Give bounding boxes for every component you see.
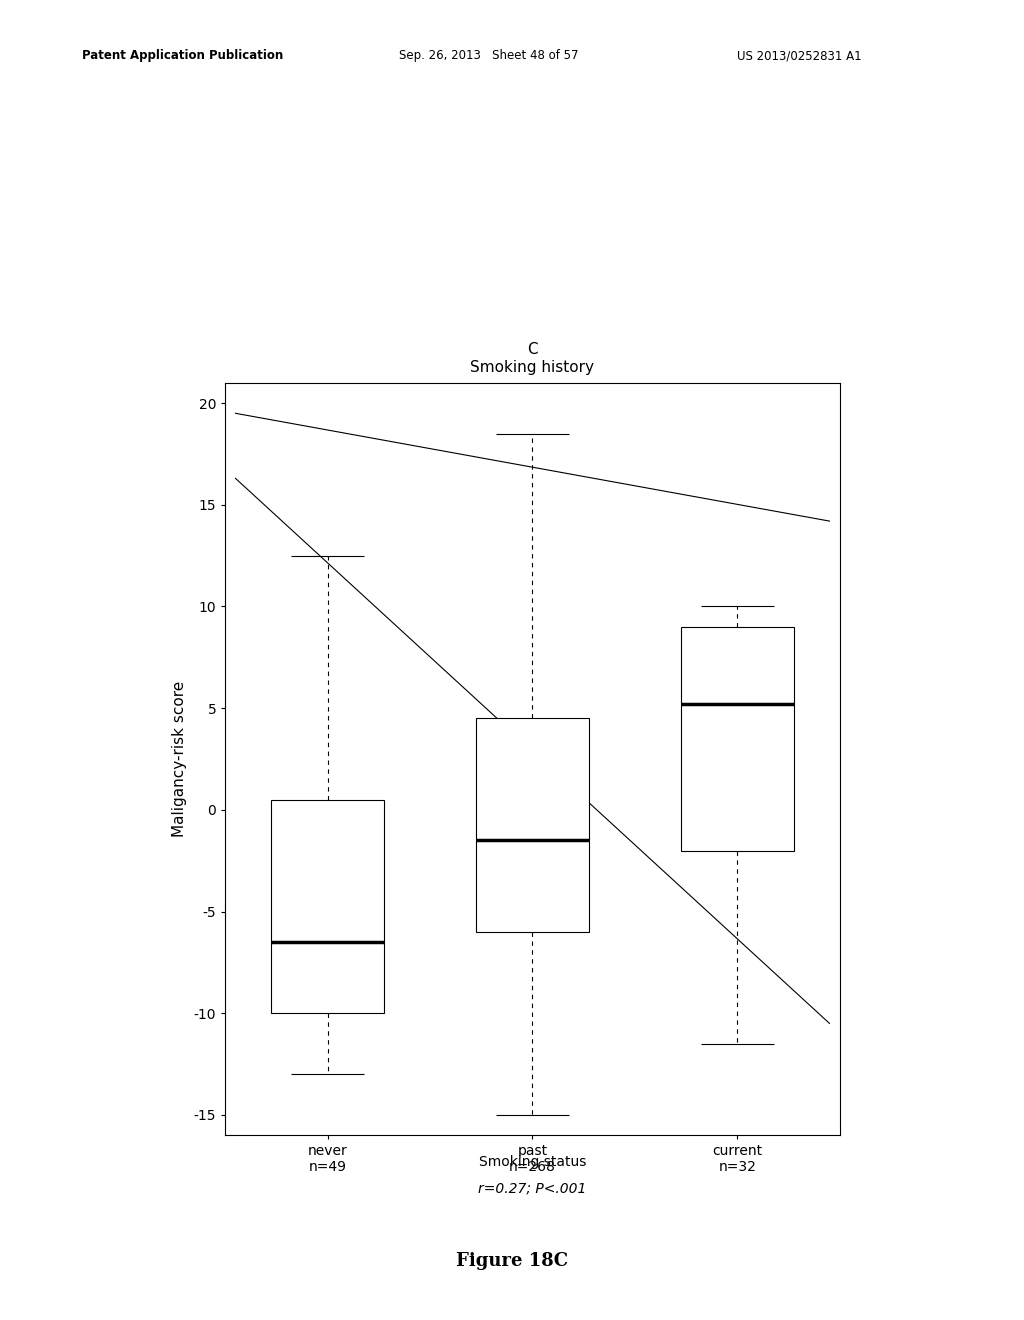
Text: Sep. 26, 2013   Sheet 48 of 57: Sep. 26, 2013 Sheet 48 of 57 — [399, 49, 579, 62]
Text: r=0.27; P<.001: r=0.27; P<.001 — [478, 1181, 587, 1196]
Y-axis label: Maligancy-risk score: Maligancy-risk score — [172, 681, 186, 837]
Bar — [476, 718, 589, 932]
Text: Smoking status: Smoking status — [479, 1155, 586, 1170]
Bar — [681, 627, 794, 850]
Text: US 2013/0252831 A1: US 2013/0252831 A1 — [737, 49, 862, 62]
Title: C
Smoking history: C Smoking history — [470, 342, 595, 375]
Bar — [271, 800, 384, 1014]
Text: Figure 18C: Figure 18C — [456, 1251, 568, 1270]
Text: Patent Application Publication: Patent Application Publication — [82, 49, 284, 62]
